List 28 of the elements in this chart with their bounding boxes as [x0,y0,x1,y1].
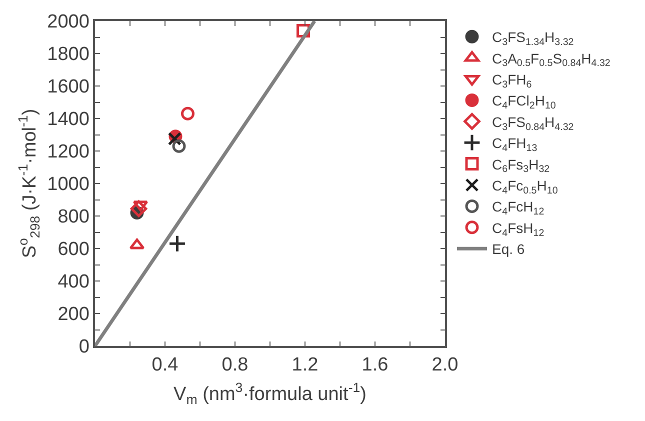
y-tick-label: 1600 [47,76,90,98]
x-tick-label: 0.4 [152,354,179,376]
y-tick-label: 1400 [47,109,90,130]
y-tick-label: 800 [58,206,90,228]
x-axis-title: V$_{m}$ (nm$^{3}$·formula unit$^{-1}$) [174,380,366,407]
legend-label: C$_{3}$FS$_{1.34}$H$_{3.32}$ [492,29,574,48]
legend-label: C$_{4}$Fc$_{0.5}$H$_{10}$ [492,177,558,196]
x-tick-label: 2.0 [432,354,458,376]
legend-label: C$_{6}$Fs$_{3}$H$_{32}$ [492,156,550,176]
text: C$_{3}$A$_{0.5}$F$_{0.5}$S$_{0.84}$H$_{4.32}$ [492,50,610,70]
legend-label: C$_{3}$FH$_{6}$ [492,71,532,90]
legend-label: C$_{4}$FH$_{13}$ [492,135,538,154]
x-tick-label: 0.8 [222,354,248,376]
legend-label: C$_{4}$FCl$_{2}$H$_{10}$ [492,92,556,112]
y-tick-label: 2000 [47,12,90,33]
y-tick-label: 1200 [47,142,90,163]
x-tick-label: 1.2 [292,354,318,376]
legend-label: Eq. 6 [492,241,525,258]
y-tick-label: 0 [78,336,90,358]
x-tick-label: 1.6 [362,354,388,376]
y-tick-label: 200 [58,304,90,326]
legend-label: C$_{4}$FcH$_{12}$ [492,198,544,218]
y-tick-label: 1000 [47,174,90,196]
y-tick-label: 600 [58,239,90,260]
legend-label: C$_{4}$FsH$_{12}$ [492,220,544,239]
y-tick-label: 400 [58,272,90,293]
y-tick-label: 1800 [47,44,90,66]
legend-label: C$_{3}$FS$_{0.84}$H$_{4.32}$ [492,114,574,133]
